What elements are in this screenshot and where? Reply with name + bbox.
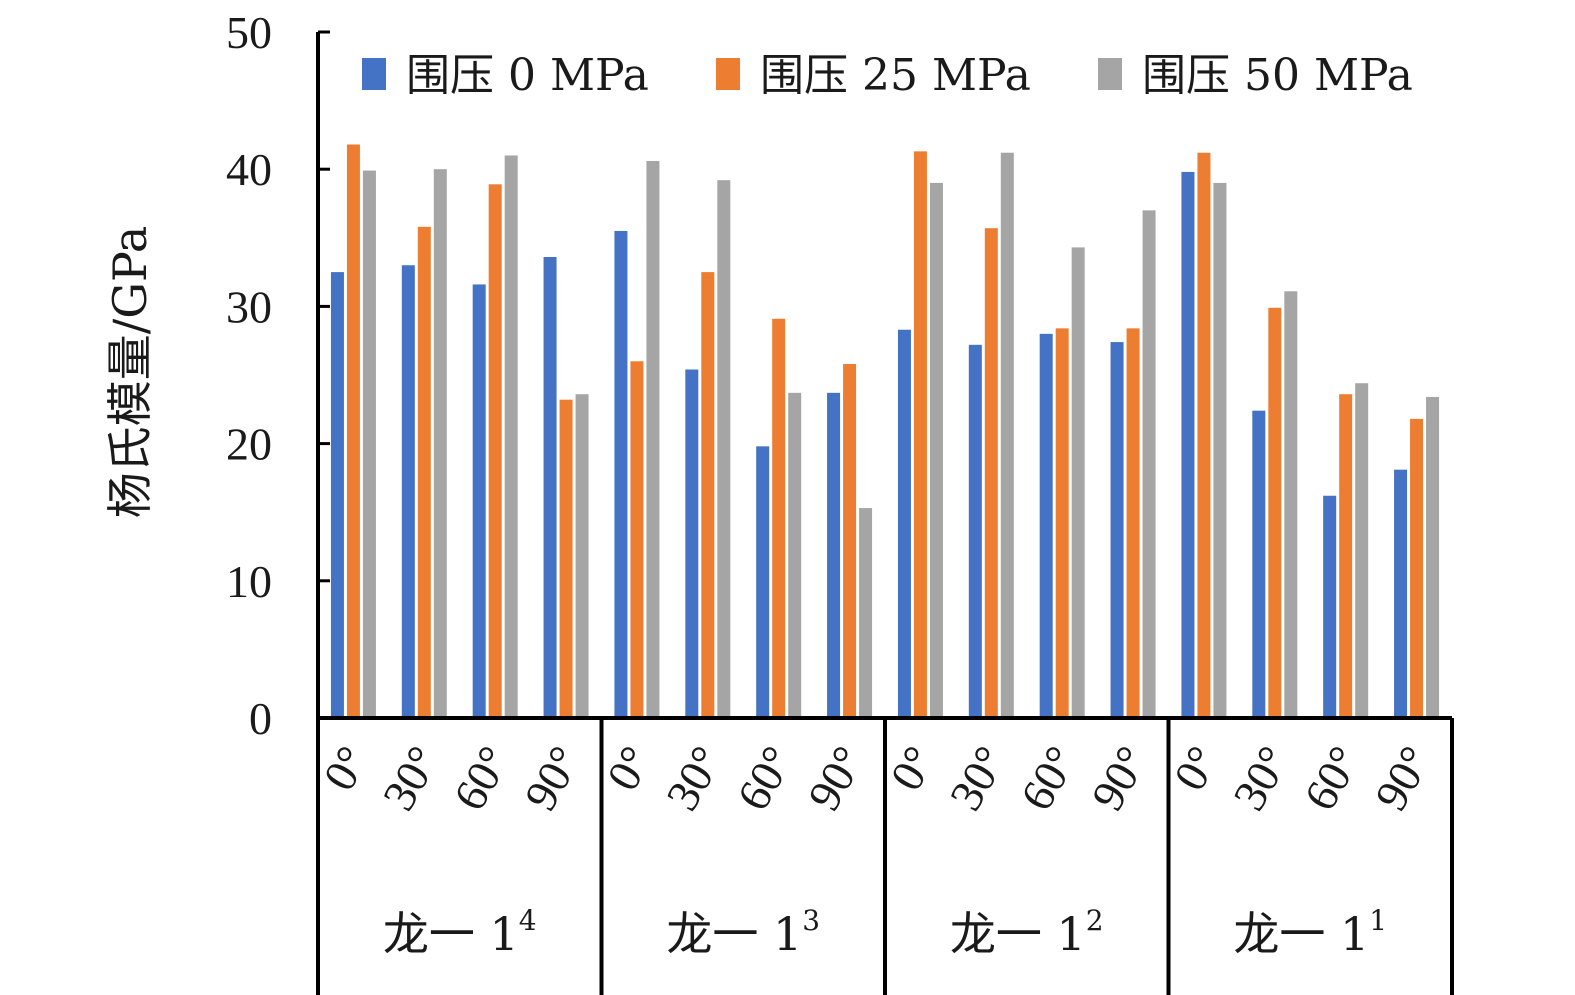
y-axis: 0 10 20 30 40 50: [226, 7, 330, 995]
bar-2-12: [1126, 328, 1140, 718]
bar-3-1: [362, 170, 376, 718]
bar-1-14: [1252, 410, 1266, 718]
y-tick-label: 20: [226, 419, 272, 470]
group-label-base: 龙一 1: [1233, 907, 1369, 961]
x-tick-label: 60°: [443, 738, 519, 819]
y-axis-label: 杨氏模量/GPa: [103, 226, 157, 519]
bar-2-10: [984, 228, 998, 719]
bar-3-8: [859, 508, 873, 718]
bar-2-2: [417, 226, 431, 718]
legend-swatch: [716, 58, 740, 90]
bar-2-7: [772, 318, 786, 718]
y-tick-label: 10: [226, 556, 272, 607]
bar-2-1: [346, 144, 360, 718]
group-label-sup: 4: [519, 904, 537, 937]
y-tick-label: 40: [226, 144, 272, 195]
bar-1-7: [756, 446, 770, 718]
bar-2-11: [1055, 328, 1069, 718]
bar-2-14: [1268, 307, 1282, 718]
x-tick-label: 30°: [940, 738, 1016, 819]
bar-1-10: [968, 344, 982, 718]
bar-3-10: [1000, 152, 1014, 719]
group-label-base: 龙一 1: [383, 907, 519, 961]
bar-3-12: [1142, 210, 1156, 719]
group-label-sup: 2: [1086, 904, 1104, 937]
bar-2-3: [488, 184, 502, 719]
bar-1-4: [543, 257, 557, 718]
bar-3-15: [1355, 383, 1369, 718]
y-tick-label: 0: [249, 693, 272, 744]
bar-1-3: [472, 284, 486, 718]
bar-3-16: [1426, 396, 1440, 718]
bar-1-5: [614, 230, 628, 718]
bar-1-13: [1181, 171, 1195, 719]
bar-1-2: [401, 265, 415, 718]
bar-1-9: [897, 329, 911, 718]
bar-2-4: [559, 399, 573, 718]
legend-swatch: [1098, 58, 1122, 90]
y-tick-label: 30: [226, 281, 272, 332]
bar-3-5: [646, 160, 660, 718]
bar-2-13: [1197, 152, 1211, 719]
x-tick-label: 90°: [798, 738, 874, 819]
bar-1-16: [1394, 469, 1408, 718]
y-tick-label: 50: [226, 7, 272, 58]
bars: [330, 144, 1440, 719]
x-tick-label: 0°: [1164, 738, 1229, 799]
x-tick-label: 90°: [514, 738, 590, 819]
x-tick-label: 60°: [1294, 738, 1370, 819]
bar-3-4: [575, 394, 589, 718]
x-tick-label: 0°: [880, 738, 945, 799]
bar-3-14: [1284, 291, 1298, 718]
bar-1-15: [1323, 495, 1337, 718]
bar-3-13: [1213, 182, 1227, 719]
x-tick-label: 30°: [1223, 738, 1299, 819]
group-label-sup: 3: [802, 904, 820, 937]
bar-1-11: [1039, 333, 1053, 718]
bar-2-6: [701, 272, 715, 718]
x-tick-label: 60°: [1010, 738, 1086, 819]
bar-2-16: [1410, 418, 1424, 718]
group-label: 龙一 11: [1233, 904, 1387, 961]
legend-swatch: [362, 58, 386, 90]
bar-3-7: [788, 392, 802, 718]
legend-label: 围压 25 MPa: [760, 50, 1031, 101]
x-tick-label: 30°: [373, 738, 449, 819]
legend-label: 围压 0 MPa: [406, 50, 649, 101]
bar-3-11: [1071, 247, 1085, 719]
group-label-sup: 1: [1369, 904, 1387, 937]
legend: 围压 0 MPa 围压 25 MPa 围压 50 MPa: [362, 50, 1413, 101]
x-tick-label: 0°: [313, 738, 378, 799]
bar-3-2: [433, 169, 447, 718]
group-label-base: 龙一 1: [666, 907, 802, 961]
x-tick-label: 0°: [597, 738, 662, 799]
bar-2-8: [843, 364, 857, 718]
x-tick-label: 30°: [656, 738, 732, 819]
bar-1-12: [1110, 342, 1124, 718]
group-label: 龙一 14: [383, 904, 537, 961]
x-tick-label: 90°: [1081, 738, 1157, 819]
group-label: 龙一 13: [666, 904, 820, 961]
bar-2-15: [1339, 394, 1353, 718]
bar-3-9: [929, 182, 943, 719]
group-label: 龙一 12: [950, 904, 1104, 961]
x-axis: 0°30°60°90° 0°30°60°90° 0°30°60°90° 0°30°60…: [313, 716, 1454, 995]
bar-2-5: [630, 361, 644, 718]
bar-1-8: [827, 392, 841, 718]
bar-3-3: [504, 155, 518, 719]
bar-3-6: [717, 180, 731, 718]
legend-label: 围压 50 MPa: [1142, 50, 1413, 101]
group-label-base: 龙一 1: [950, 907, 1086, 961]
bar-1-6: [685, 369, 699, 718]
bar-2-9: [913, 151, 927, 718]
x-tick-label: 60°: [727, 738, 803, 819]
x-tick-label: 90°: [1365, 738, 1441, 819]
bar-1-1: [330, 272, 344, 718]
